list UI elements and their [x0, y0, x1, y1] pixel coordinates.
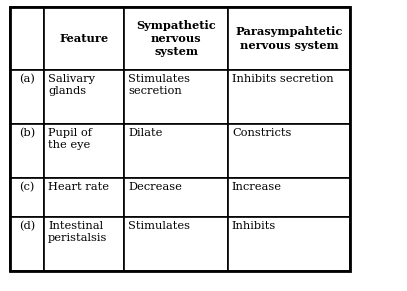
Text: Inhibits secretion: Inhibits secretion: [232, 74, 334, 84]
Text: Constricts: Constricts: [232, 128, 291, 138]
Bar: [44, 124, 124, 178]
Bar: [124, 70, 228, 124]
Bar: [44, 178, 124, 217]
Text: (c): (c): [20, 182, 35, 192]
Bar: [44, 217, 124, 271]
Text: Increase: Increase: [232, 182, 282, 191]
Text: Decrease: Decrease: [128, 182, 182, 191]
Text: Dilate: Dilate: [128, 128, 162, 138]
Text: Inhibits: Inhibits: [232, 221, 276, 231]
Bar: [124, 178, 228, 217]
Text: Pupil of
the eye: Pupil of the eye: [48, 128, 92, 150]
Text: Sympathetic
nervous
system: Sympathetic nervous system: [136, 20, 216, 57]
Text: (b): (b): [19, 128, 35, 138]
Bar: [44, 7, 124, 70]
Bar: [10, 70, 44, 124]
Text: Salivary
glands: Salivary glands: [48, 74, 95, 96]
Bar: [124, 124, 228, 178]
Bar: [10, 178, 44, 217]
Text: Stimulates
secretion: Stimulates secretion: [128, 74, 190, 96]
Text: Parasympahtetic
nervous system: Parasympahtetic nervous system: [235, 26, 343, 51]
Bar: [10, 217, 44, 271]
Bar: [228, 124, 350, 178]
Text: Stimulates: Stimulates: [128, 221, 190, 231]
Bar: [44, 70, 124, 124]
Bar: [124, 217, 228, 271]
Bar: [10, 7, 350, 271]
Bar: [228, 178, 350, 217]
Text: Heart rate: Heart rate: [48, 182, 109, 191]
Bar: [228, 217, 350, 271]
Bar: [10, 7, 44, 70]
Text: Intestinal
peristalsis: Intestinal peristalsis: [48, 221, 107, 243]
Text: Feature: Feature: [59, 33, 109, 44]
Text: (d): (d): [19, 221, 35, 231]
Text: (a): (a): [19, 74, 35, 84]
Bar: [228, 70, 350, 124]
Bar: [10, 124, 44, 178]
Bar: [124, 7, 228, 70]
Bar: [228, 7, 350, 70]
